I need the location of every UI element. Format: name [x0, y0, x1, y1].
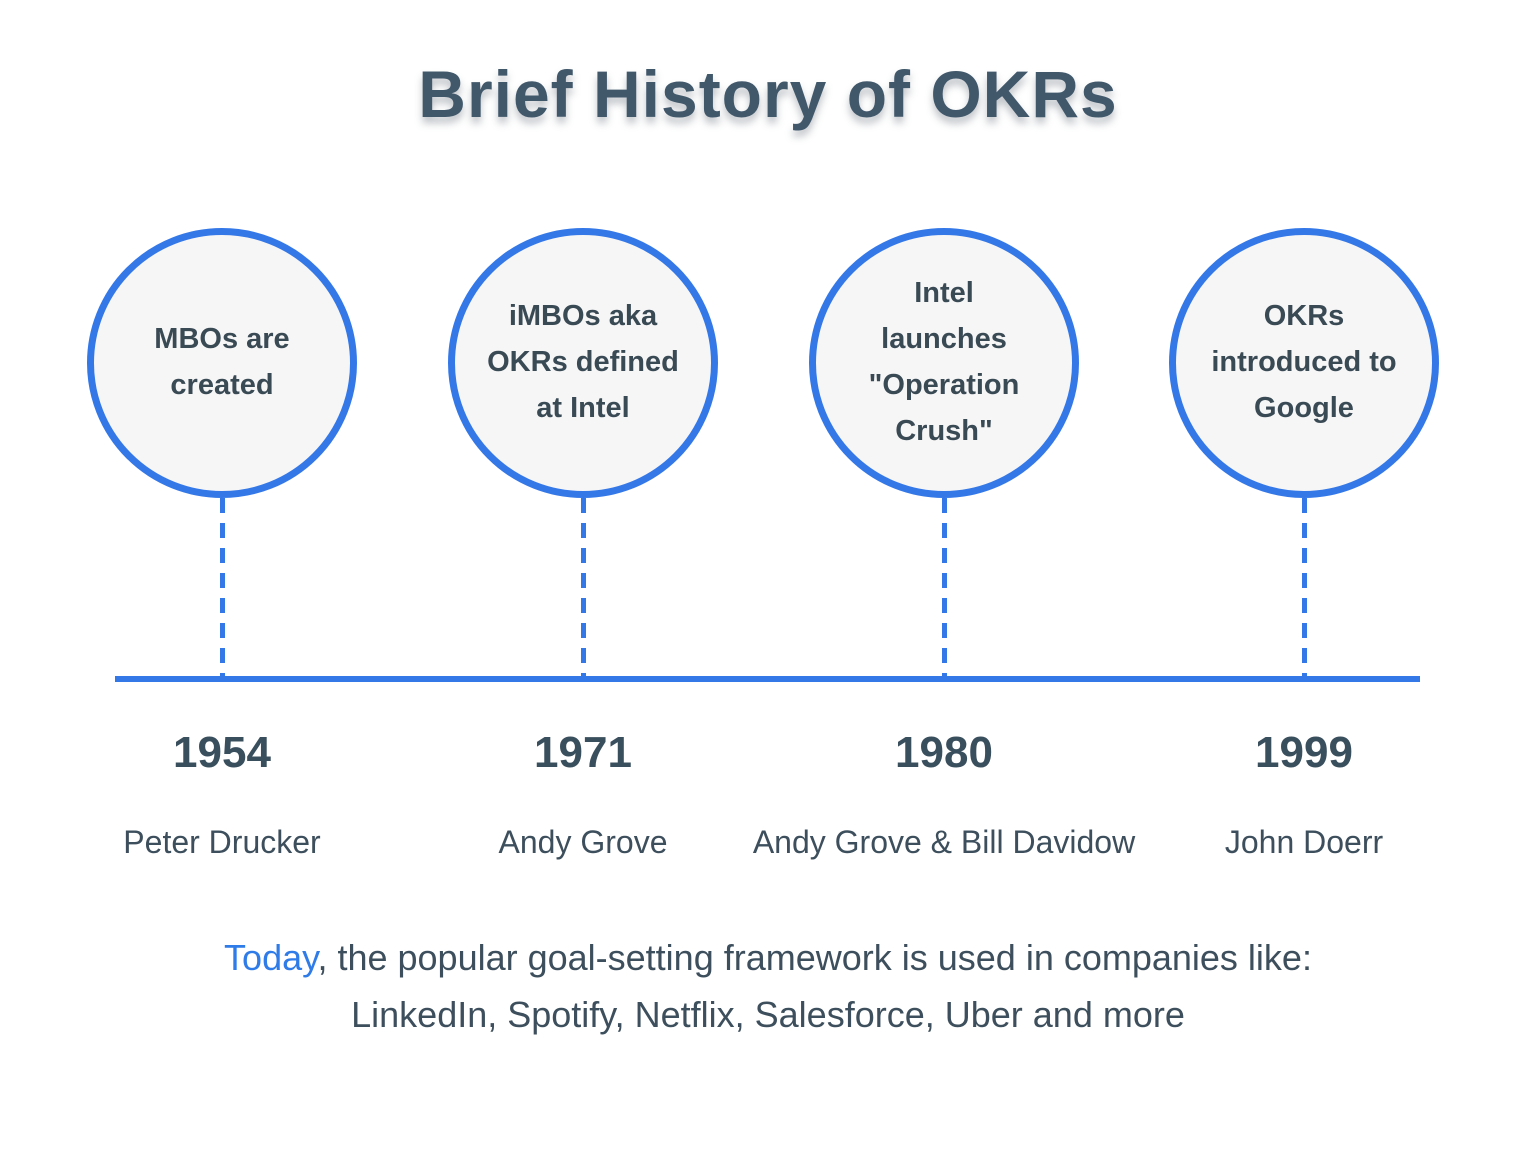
footer-line2: LinkedIn, Spotify, Netflix, Salesforce, … — [351, 993, 1185, 1035]
event-year-1999: 1999 — [1255, 728, 1353, 777]
event-circle-1954: MBOs are created — [87, 228, 357, 498]
page-title: Brief History of OKRs — [418, 57, 1118, 131]
event-person-1971: Andy Grove — [498, 824, 668, 860]
connector-line-1999 — [1302, 498, 1307, 678]
connector-line-1980 — [942, 498, 947, 678]
event-label-line: OKRs defined — [487, 346, 679, 379]
connector-line-1971 — [581, 498, 586, 678]
event-label-line: created — [170, 369, 274, 401]
event-label-line: launches — [881, 323, 1007, 356]
event-label: OKRs introduced to Google — [1211, 294, 1396, 431]
event-label-line: introduced to — [1211, 346, 1397, 379]
event-label-line: Intel — [914, 277, 974, 310]
event-label-line: iMBOs aka — [508, 300, 658, 333]
footer-highlight-today: Today — [224, 937, 318, 978]
event-label: Intel launches "Operation Crush" — [869, 271, 1020, 454]
event-label-line: at Intel — [536, 391, 630, 424]
event-year-1971: 1971 — [534, 728, 632, 777]
event-circle-1971: iMBOs aka OKRs defined at Intel — [448, 228, 718, 498]
event-circle-1999: OKRs introduced to Google — [1169, 228, 1439, 498]
event-label-line: Crush" — [895, 414, 993, 447]
connector-line-1954 — [220, 498, 225, 678]
event-label: iMBOs aka OKRs defined at Intel — [487, 294, 679, 431]
event-label: MBOs are created — [154, 317, 289, 409]
footer-text: Today, the popular goal-setting framewor… — [0, 930, 1536, 1044]
event-label-line: MBOs are — [154, 323, 290, 356]
event-person-1980: Andy Grove & Bill Davidow — [752, 824, 1136, 860]
event-label-line: OKRs — [1263, 300, 1345, 333]
event-person-1999: John Doerr — [1224, 824, 1384, 860]
event-person-1954: Peter Drucker — [123, 824, 321, 860]
event-label-line: "Operation — [868, 369, 1020, 401]
footer-line1: , the popular goal-setting framework is … — [317, 937, 1312, 978]
event-label-line: Google — [1254, 391, 1354, 424]
event-year-1980: 1980 — [895, 728, 993, 777]
event-year-1954: 1954 — [173, 728, 271, 777]
event-circle-1980: Intel launches "Operation Crush" — [809, 228, 1079, 498]
timeline-axis — [115, 676, 1420, 682]
